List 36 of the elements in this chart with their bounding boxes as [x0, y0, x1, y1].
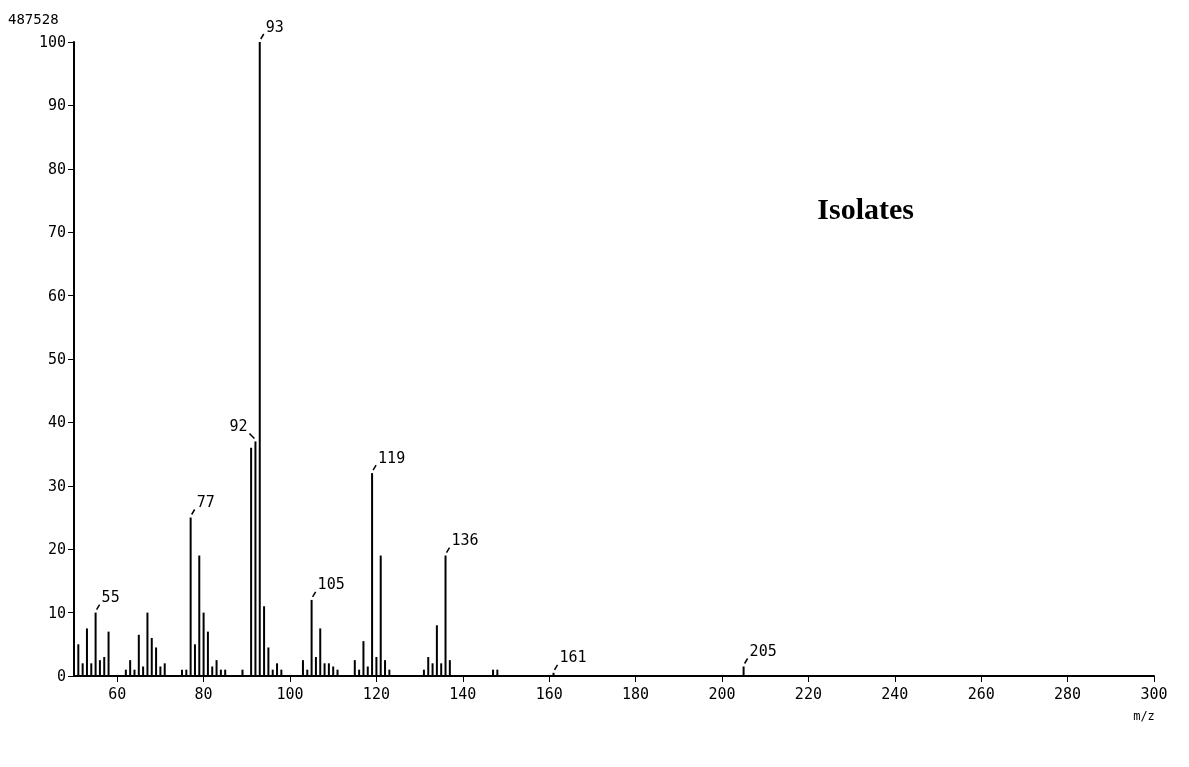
- y-tick-label: 100: [38, 33, 66, 51]
- annotation: 92: [229, 416, 248, 435]
- x-axis-title: m/z: [1133, 709, 1155, 723]
- text: Isolates: [817, 191, 915, 225]
- y-tick-label: 10: [47, 603, 66, 622]
- x-tick-label: 260: [967, 684, 995, 703]
- x-tick-label: 120: [362, 684, 390, 703]
- x-tick-label: 60: [108, 684, 127, 703]
- annotation: 55: [101, 588, 120, 607]
- y-tick-label: 90: [47, 96, 66, 115]
- y-tick-label: 20: [47, 540, 66, 559]
- annotation: 205: [749, 641, 777, 660]
- y-tick-label: 70: [47, 223, 66, 242]
- x-tick-label: 80: [194, 684, 213, 703]
- x-tick-label: 220: [794, 684, 822, 703]
- x-tick-label: 300: [1140, 684, 1168, 703]
- annotation: 161: [559, 648, 587, 667]
- y-tick-label: 0: [56, 667, 66, 685]
- y-tick-label: 80: [47, 159, 66, 178]
- y-tick-label: 30: [47, 476, 66, 495]
- annotation: 119: [378, 448, 406, 467]
- x-tick-label: 100: [276, 684, 304, 703]
- y-tick-label: 60: [47, 286, 66, 305]
- x-tick-label: 160: [535, 684, 563, 703]
- annotation: 93: [265, 17, 284, 36]
- annotation: 105: [317, 575, 345, 594]
- x-tick-label: 280: [1054, 684, 1082, 703]
- text: 487528: [8, 11, 59, 27]
- x-tick-label: 200: [708, 684, 736, 703]
- y-tick-label: 50: [47, 350, 66, 368]
- annotation: 136: [451, 531, 479, 550]
- x-tick-label: 240: [881, 684, 909, 703]
- y-tick-label: 40: [47, 413, 66, 432]
- x-tick-label: 180: [622, 684, 650, 703]
- x-tick-label: 140: [449, 684, 477, 703]
- annotation: 77: [196, 493, 215, 511]
